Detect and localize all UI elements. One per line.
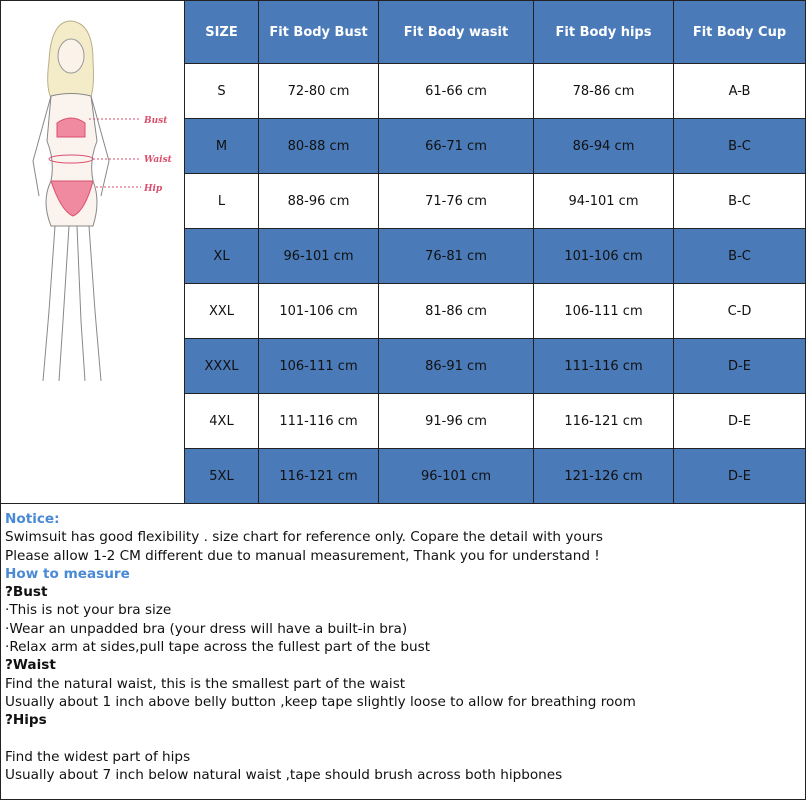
cell-cup: C-D	[673, 283, 806, 339]
header-cup: Fit Body Cup	[673, 0, 806, 64]
cell-hips: 116-121 cm	[533, 393, 674, 449]
hips-title: ?Hips	[5, 712, 47, 729]
cell-waist: 91-96 cm	[378, 393, 534, 449]
cell-hips: 78-86 cm	[533, 63, 674, 119]
cell-bust: 88-96 cm	[258, 173, 379, 229]
waist-line: Find the natural waist, this is the smal…	[5, 675, 406, 692]
table-row: 4XL 111-116 cm 91-96 cm 116-121 cm D-E	[1, 393, 806, 449]
cell-cup: D-E	[673, 338, 806, 394]
table-row: M 80-88 cm 66-71 cm 86-94 cm B-C	[1, 118, 806, 174]
notice-line: Please allow 1-2 CM different due to man…	[5, 547, 600, 564]
cell-cup: A-B	[673, 63, 806, 119]
notice-line: Swimsuit has good flexibility . size cha…	[5, 529, 604, 546]
how-to-measure-title: How to measure	[5, 565, 130, 582]
cell-size: L	[184, 173, 259, 229]
cell-waist: 71-76 cm	[378, 173, 534, 229]
bust-line: ·This is not your bra size	[5, 602, 172, 619]
cell-hips: 111-116 cm	[533, 338, 674, 394]
cell-bust: 80-88 cm	[258, 118, 379, 174]
bust-label: Bust	[143, 116, 168, 126]
hip-label: Hip	[143, 184, 163, 194]
header-size: SIZE	[184, 0, 259, 64]
header-waist: Fit Body wasit	[378, 0, 534, 64]
waist-line: Usually about 1 inch above belly button …	[5, 693, 636, 710]
woman-figure-icon: Bust Waist Hip	[32, 20, 173, 382]
cell-hips: 121-126 cm	[533, 448, 674, 504]
cell-cup: D-E	[673, 448, 806, 504]
cell-cup: B-C	[673, 118, 806, 174]
cell-size: 4XL	[184, 393, 259, 449]
notes-section: Notice: Swimsuit has good flexibility . …	[5, 510, 636, 784]
cell-bust: 111-116 cm	[258, 393, 379, 449]
figure-illustration: Bust Waist Hip	[0, 0, 185, 504]
cell-size: XL	[184, 228, 259, 284]
cell-bust: 106-111 cm	[258, 338, 379, 394]
table-row: 5XL 116-121 cm 96-101 cm 121-126 cm D-E	[1, 448, 806, 504]
cell-waist: 76-81 cm	[378, 228, 534, 284]
cell-bust: 116-121 cm	[258, 448, 379, 504]
bust-title: ?Bust	[5, 584, 48, 601]
cell-bust: 72-80 cm	[258, 63, 379, 119]
cell-size: M	[184, 118, 259, 174]
cell-bust: 101-106 cm	[258, 283, 379, 339]
waist-label: Waist	[144, 155, 173, 165]
cell-bust: 96-101 cm	[258, 228, 379, 284]
cell-cup: B-C	[673, 173, 806, 229]
cell-waist: 81-86 cm	[378, 283, 534, 339]
cell-hips: 101-106 cm	[533, 228, 674, 284]
hips-line: Find the widest part of hips	[5, 748, 191, 765]
cell-waist: 61-66 cm	[378, 63, 534, 119]
cell-hips: 106-111 cm	[533, 283, 674, 339]
cell-size: 5XL	[184, 448, 259, 504]
cell-size: XXXL	[184, 338, 259, 394]
cell-size: XXL	[184, 283, 259, 339]
cell-cup: D-E	[673, 393, 806, 449]
hips-line: Usually about 7 inch below natural waist…	[5, 767, 563, 784]
waist-title: ?Waist	[5, 657, 56, 674]
table-row: XXL 101-106 cm 81-86 cm 106-111 cm C-D	[1, 283, 806, 339]
header-row: Bust Waist Hip SIZE Fit Body Bust Fit Bo…	[0, 0, 806, 504]
cell-waist: 66-71 cm	[378, 118, 534, 174]
cell-waist: 96-101 cm	[378, 448, 534, 504]
table-row: XL 96-101 cm 76-81 cm 101-106 cm B-C	[1, 228, 806, 284]
cell-cup: B-C	[673, 228, 806, 284]
table-row: S 72-80 cm 61-66 cm 78-86 cm A-B	[1, 63, 806, 119]
size-table: Bust Waist Hip SIZE Fit Body Bust Fit Bo…	[0, 0, 806, 504]
table-row: L 88-96 cm 71-76 cm 94-101 cm B-C	[1, 173, 806, 229]
header-bust: Fit Body Bust	[258, 0, 379, 64]
cell-hips: 94-101 cm	[533, 173, 674, 229]
bust-line: ·Wear an unpadded bra (your dress will h…	[5, 620, 408, 637]
cell-hips: 86-94 cm	[533, 118, 674, 174]
cell-size: S	[184, 63, 259, 119]
notice-title: Notice:	[5, 511, 60, 527]
header-hips: Fit Body hips	[533, 0, 674, 64]
bust-line: ·Relax arm at sides,pull tape across the…	[5, 639, 431, 656]
cell-waist: 86-91 cm	[378, 338, 534, 394]
